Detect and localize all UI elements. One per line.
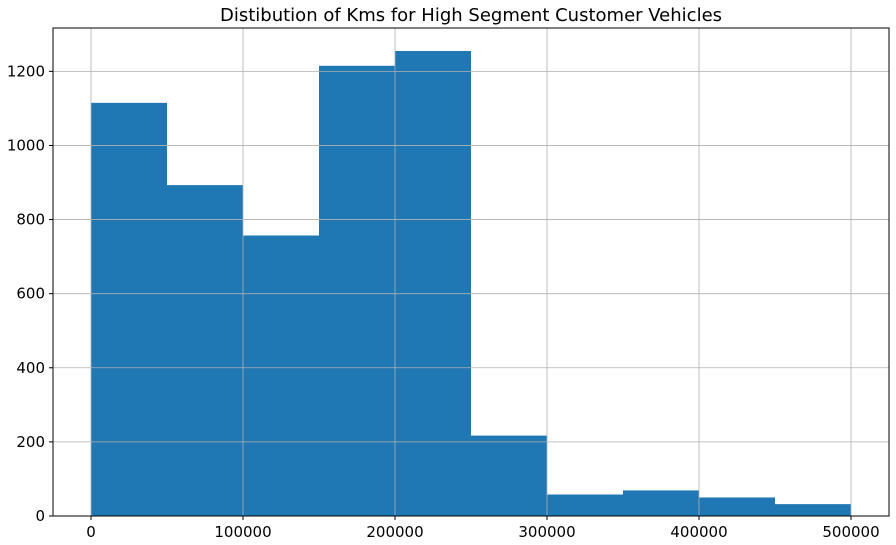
y-tick-label-2: 400 <box>16 359 45 377</box>
y-tick-label-4: 800 <box>16 211 45 229</box>
bar-6 <box>547 494 623 516</box>
y-tick-label-3: 600 <box>16 285 45 303</box>
axes-frame <box>52 27 890 517</box>
x-tick-label-5: 500000 <box>822 523 879 541</box>
x-tick-label-3: 300000 <box>518 523 575 541</box>
bar-4 <box>395 50 471 517</box>
grid-lines <box>53 28 889 517</box>
y-axis: 0 200 400 600 800 1000 1200 <box>7 62 53 525</box>
chart-title: Distibution of Kms for High Segment Cust… <box>220 5 722 26</box>
bar-7 <box>623 490 699 516</box>
bars <box>91 50 851 517</box>
x-tick-label-0: 0 <box>86 523 96 541</box>
bar-0 <box>91 102 167 516</box>
bar-5 <box>471 435 547 516</box>
y-tick-label-5: 1000 <box>7 136 45 154</box>
bar-1 <box>167 185 243 516</box>
bar-8 <box>699 497 775 516</box>
plot-frame <box>52 27 890 517</box>
bar-9 <box>775 504 851 516</box>
y-tick-label-1: 200 <box>16 433 45 451</box>
bar-2 <box>243 235 319 516</box>
x-tick-label-1: 100000 <box>214 523 271 541</box>
bar-3 <box>319 65 395 517</box>
y-tick-label-0: 0 <box>35 507 45 525</box>
x-axis: 0 100000 200000 300000 400000 500000 <box>86 516 880 541</box>
x-tick-label-4: 400000 <box>670 523 727 541</box>
y-tick-label-6: 1200 <box>7 62 45 80</box>
x-tick-label-2: 200000 <box>366 523 423 541</box>
